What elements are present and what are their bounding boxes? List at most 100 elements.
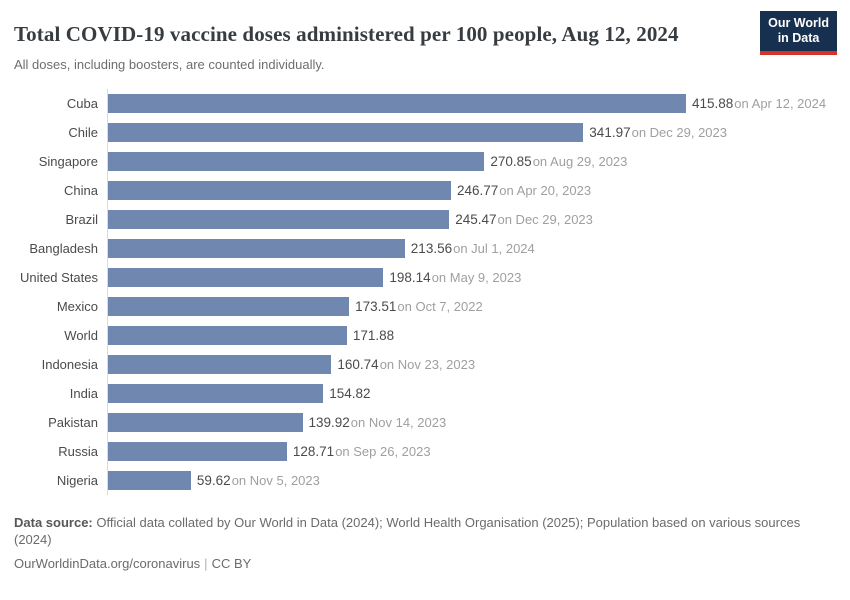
value-number: 139.92 [308, 415, 350, 430]
owid-url-link[interactable]: OurWorldinData.org/coronavirus [14, 556, 201, 571]
bar[interactable] [108, 413, 303, 432]
owid-logo[interactable]: Our World in Data [760, 11, 837, 55]
chart-title: Total COVID-19 vaccine doses administere… [14, 22, 679, 46]
value-number: 160.74 [337, 357, 379, 372]
value-number: 198.14 [389, 270, 431, 285]
value-date: on Apr 12, 2024 [734, 96, 827, 111]
bar-area: 128.71on Sep 26, 2023 [107, 437, 836, 466]
bar[interactable] [108, 94, 686, 113]
entity-label: China [64, 183, 98, 198]
bar-row: World 171.88 [14, 321, 836, 350]
entity-label: Nigeria [56, 473, 98, 488]
bar-area: 171.88 [107, 321, 836, 350]
bar-area: 270.85on Aug 29, 2023 [107, 147, 836, 176]
bar-area: 245.47on Dec 29, 2023 [107, 205, 836, 234]
value-date: on Jul 1, 2024 [453, 241, 535, 256]
footer-link-line: OurWorldinData.org/coronavirus | CC BY [14, 555, 836, 572]
bar[interactable] [108, 442, 287, 461]
bar-row: United States 198.14on May 9, 2023 [14, 263, 836, 292]
value-number: 246.77 [457, 183, 499, 198]
bar-area: 213.56on Jul 1, 2024 [107, 234, 836, 263]
bar-area: 246.77on Apr 20, 2023 [107, 176, 836, 205]
value-date: on Nov 14, 2023 [350, 415, 447, 430]
bar-row: Singapore 270.85on Aug 29, 2023 [14, 147, 836, 176]
value-number: 341.97 [589, 125, 631, 140]
entity-label: Russia [58, 444, 98, 459]
value-date: on Aug 29, 2023 [532, 154, 628, 169]
value-date: on Dec 29, 2023 [497, 212, 593, 227]
bar-row: Chile 341.97on Dec 29, 2023 [14, 118, 836, 147]
chart-subtitle: All doses, including boosters, are count… [14, 57, 325, 72]
logo-line1: Our World [768, 16, 829, 30]
bar-row: India 154.82 [14, 379, 836, 408]
bar[interactable] [108, 210, 450, 229]
value-label: 415.88on Apr 12, 2024 [692, 96, 826, 111]
value-label: 198.14on May 9, 2023 [389, 270, 521, 285]
entity-label: India [69, 386, 98, 401]
value-label: 341.97on Dec 29, 2023 [589, 125, 727, 140]
bar[interactable] [108, 297, 350, 316]
entity-label: World [64, 328, 98, 343]
bar[interactable] [108, 152, 485, 171]
bar-row: Russia 128.71on Sep 26, 2023 [14, 437, 836, 466]
bar-area: 160.74on Nov 23, 2023 [107, 350, 836, 379]
license-link[interactable]: CC BY [211, 556, 252, 571]
bar[interactable] [108, 355, 332, 374]
entity-label: United States [19, 270, 98, 285]
value-date: on Dec 29, 2023 [631, 125, 727, 140]
bar-row: Pakistan 139.92on Nov 14, 2023 [14, 408, 836, 437]
bar-area: 154.82 [107, 379, 836, 408]
bar-area: 173.51on Oct 7, 2022 [107, 292, 836, 321]
bar-row: Mexico 173.51on Oct 7, 2022 [14, 292, 836, 321]
bar-area: 59.62on Nov 5, 2023 [107, 466, 836, 495]
entity-label: Indonesia [41, 357, 98, 372]
entity-label: Chile [68, 125, 98, 140]
entity-label: Bangladesh [29, 241, 98, 256]
data-source-text: Official data collated by Our World in D… [14, 515, 801, 547]
bar-row: China 246.77on Apr 20, 2023 [14, 176, 836, 205]
value-date: on Sep 26, 2023 [335, 444, 431, 459]
entity-label: Brazil [65, 212, 98, 227]
value-date: on Nov 5, 2023 [231, 473, 320, 488]
value-number: 270.85 [490, 154, 532, 169]
bar-chart: Cuba 415.88on Apr 12, 2024 Chile 341.97on D… [14, 89, 836, 495]
value-label: 160.74on Nov 23, 2023 [337, 357, 475, 372]
value-label: 246.77on Apr 20, 2023 [457, 183, 591, 198]
value-date: on Apr 20, 2023 [499, 183, 592, 198]
value-number: 173.51 [355, 299, 397, 314]
bar[interactable] [108, 471, 191, 490]
bar[interactable] [108, 239, 405, 258]
value-label: 128.71on Sep 26, 2023 [293, 444, 431, 459]
bar-row: Brazil 245.47on Dec 29, 2023 [14, 205, 836, 234]
logo-line2: in Data [777, 31, 820, 45]
value-number: 415.88 [692, 96, 734, 111]
entity-label: Cuba [66, 96, 98, 111]
data-source-line: Data source: Official data collated by O… [14, 514, 836, 548]
value-date: on Nov 23, 2023 [379, 357, 476, 372]
bar-row: Nigeria 59.62on Nov 5, 2023 [14, 466, 836, 495]
bar[interactable] [108, 326, 347, 345]
bar[interactable] [108, 384, 324, 403]
value-label: 139.92on Nov 14, 2023 [309, 415, 447, 430]
entity-label: Pakistan [48, 415, 98, 430]
value-number: 154.82 [329, 386, 371, 401]
value-label: 173.51on Oct 7, 2022 [355, 299, 483, 314]
bar[interactable] [108, 123, 584, 142]
value-label: 59.62on Nov 5, 2023 [197, 473, 320, 488]
entity-label: Mexico [56, 299, 98, 314]
value-date: on Oct 7, 2022 [397, 299, 483, 314]
bar[interactable] [108, 268, 384, 287]
value-label: 213.56on Jul 1, 2024 [411, 241, 535, 256]
value-label: 154.82 [329, 386, 370, 401]
bar[interactable] [108, 181, 451, 200]
value-number: 213.56 [410, 241, 453, 256]
bar-row: Indonesia 160.74on Nov 23, 2023 [14, 350, 836, 379]
bar-row: Cuba 415.88on Apr 12, 2024 [14, 89, 836, 118]
data-source-label: Data source: [14, 515, 93, 530]
entity-label: Singapore [38, 154, 98, 169]
chart-footer: Data source: Official data collated by O… [14, 514, 836, 572]
bar-area: 198.14on May 9, 2023 [107, 263, 836, 292]
value-number: 59.62 [196, 473, 231, 488]
value-number: 171.88 [352, 328, 395, 343]
